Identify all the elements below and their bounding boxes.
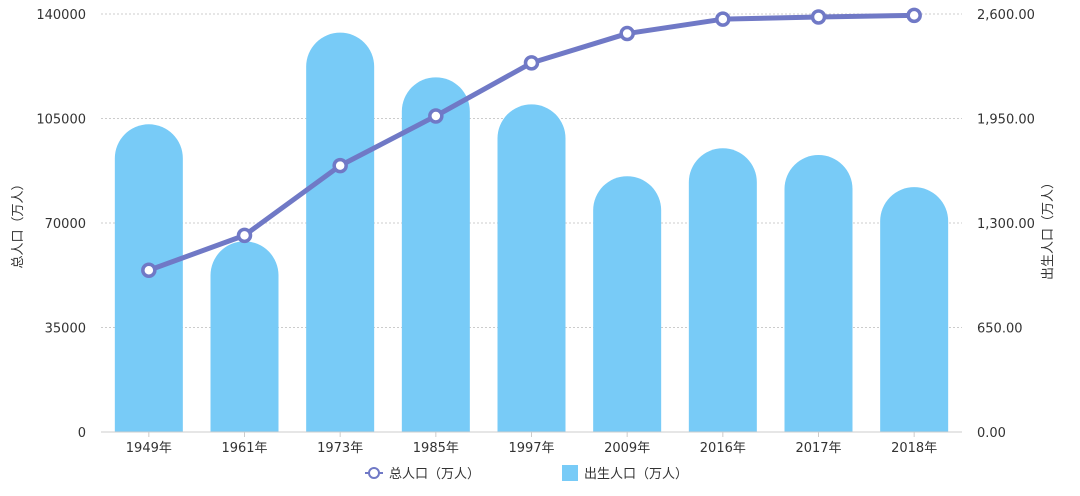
x-tick-label: 1973年 <box>317 441 363 456</box>
line-point[interactable] <box>906 7 922 24</box>
x-tick-label: 2018年 <box>891 441 937 456</box>
right-axis-ticks: 0.00 650.00 1,300.00 1,950.00 2,600.00 <box>977 8 1035 441</box>
left-axis-ticks: 0 35000 70000 105000 140000 <box>36 8 86 441</box>
x-tick-label: 2017年 <box>795 441 841 456</box>
legend-item-total-population[interactable]: 总人口（万人） <box>365 467 480 482</box>
right-tick-label: 650.00 <box>977 322 1023 337</box>
legend-item-births[interactable]: 出生人口（万人） <box>562 465 688 482</box>
x-tick-label: 2016年 <box>700 441 746 456</box>
left-tick-label: 35000 <box>45 322 86 337</box>
x-tick-label: 1997年 <box>508 441 554 456</box>
right-axis-title: 出生人口（万人） <box>1041 176 1056 280</box>
line-point[interactable] <box>428 108 444 124</box>
bar[interactable] <box>688 148 757 432</box>
bar[interactable] <box>784 154 853 432</box>
x-axis-ticks: 1949年 1961年 1973年 1985年 1997年 2009年 2016年 2017年… <box>126 432 937 456</box>
bar[interactable] <box>880 187 949 432</box>
left-axis-title: 总人口（万人） <box>11 177 26 268</box>
bar[interactable] <box>593 176 662 432</box>
left-tick-label: 70000 <box>45 217 86 232</box>
line-point[interactable] <box>236 227 253 244</box>
line-point[interactable] <box>619 25 635 42</box>
line-point[interactable] <box>523 55 540 71</box>
x-tick-label: 1985年 <box>413 441 459 456</box>
right-tick-label: 0.00 <box>977 426 1006 441</box>
right-tick-label: 2,600.00 <box>977 8 1035 23</box>
bar[interactable] <box>114 124 183 433</box>
legend-label-births: 出生人口（万人） <box>584 467 688 482</box>
line-point[interactable] <box>715 11 731 27</box>
line-point[interactable] <box>810 9 827 25</box>
bar[interactable] <box>306 32 375 432</box>
left-tick-label: 140000 <box>36 8 86 23</box>
bar-series <box>114 32 949 433</box>
left-tick-label: 0 <box>78 426 86 441</box>
bar[interactable] <box>401 77 470 432</box>
legend: 总人口（万人） 出生人口（万人） <box>365 465 688 482</box>
right-tick-label: 1,950.00 <box>977 113 1035 128</box>
bar[interactable] <box>497 104 566 432</box>
legend-marker-icon <box>368 467 380 479</box>
legend-label-total-population: 总人口（万人） <box>389 467 480 482</box>
left-tick-label: 105000 <box>36 113 86 128</box>
bar[interactable] <box>210 241 279 432</box>
x-tick-label: 1961年 <box>221 441 267 456</box>
legend-bar-icon <box>562 465 578 481</box>
x-tick-label: 1949年 <box>126 441 172 456</box>
right-tick-label: 1,300.00 <box>977 217 1035 232</box>
line-point[interactable] <box>332 157 348 174</box>
line-point[interactable] <box>141 262 157 279</box>
line-series <box>141 7 922 279</box>
x-tick-label: 2009年 <box>604 441 650 456</box>
